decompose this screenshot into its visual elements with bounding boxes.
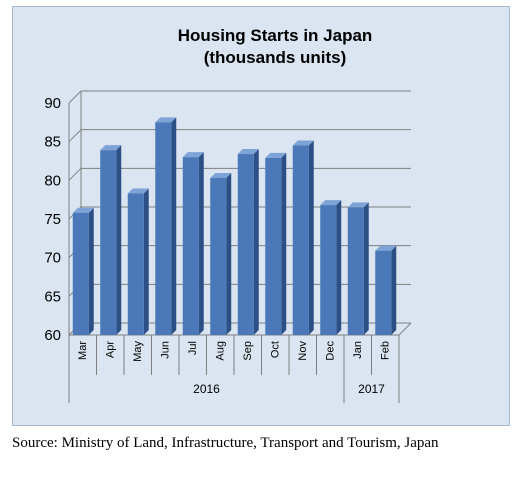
y-tick-label: 85: [44, 134, 61, 151]
y-tick-label: 75: [44, 211, 61, 228]
bar-may: [127, 188, 149, 335]
x-category-label: Sep: [242, 341, 254, 361]
bar-mar: [72, 207, 94, 335]
y-axis-ticks: 60 65 70 75 80 85 90: [44, 95, 61, 344]
x-category-label: Aug: [214, 341, 226, 361]
x-category-label: Oct: [269, 341, 281, 358]
bar-aug: [210, 173, 232, 335]
gridline-diag: [68, 90, 82, 104]
bars: [72, 117, 397, 335]
bar-oct: [265, 152, 287, 335]
gridline-diag: [68, 129, 82, 143]
chart-frame: Housing Starts in Japan (thousands units…: [12, 6, 510, 426]
year-label-2016: 2016: [193, 382, 220, 396]
bar-apr: [100, 145, 122, 335]
bar-nov: [292, 140, 314, 335]
y-tick-label: 80: [44, 172, 61, 189]
bar-feb: [375, 245, 397, 335]
bar-dec: [320, 200, 342, 335]
housing-starts-chart: Housing Starts in Japan (thousands units…: [44, 26, 412, 403]
y-tick-label: 60: [44, 327, 61, 344]
chart-title: Housing Starts in Japan: [178, 26, 373, 45]
x-category-label: Feb: [379, 341, 391, 360]
x-category-label: Mar: [77, 341, 89, 360]
y-tick-label: 65: [44, 288, 61, 305]
gridline-diag: [68, 167, 82, 181]
source-note: Source: Ministry of Land, Infrastructure…: [12, 435, 439, 451]
y-tick-label: 90: [44, 95, 61, 112]
x-axis-categories: Mar Apr May Jun Jul Aug Sep Oct Nov Dec Jan Feb: [68, 335, 400, 403]
year-label-2017: 2017: [358, 382, 385, 396]
x-category-label: May: [132, 341, 144, 362]
x-category-label: Apr: [104, 341, 116, 358]
x-category-label: Dec: [324, 341, 336, 361]
bar-jul: [182, 152, 204, 335]
chart-subtitle: (thousands units): [204, 48, 347, 67]
x-category-label: Jul: [187, 341, 199, 355]
x-category-label: Nov: [297, 341, 309, 361]
bar-jan: [347, 202, 369, 335]
x-category-label: Jun: [159, 341, 171, 359]
x-category-label: Jan: [352, 341, 364, 359]
x-axis-years: 2016 2017: [68, 335, 385, 403]
bar-jun: [155, 117, 177, 335]
y-tick-label: 70: [44, 250, 61, 267]
bar-sep: [237, 149, 259, 335]
floor-edge: [398, 322, 412, 336]
